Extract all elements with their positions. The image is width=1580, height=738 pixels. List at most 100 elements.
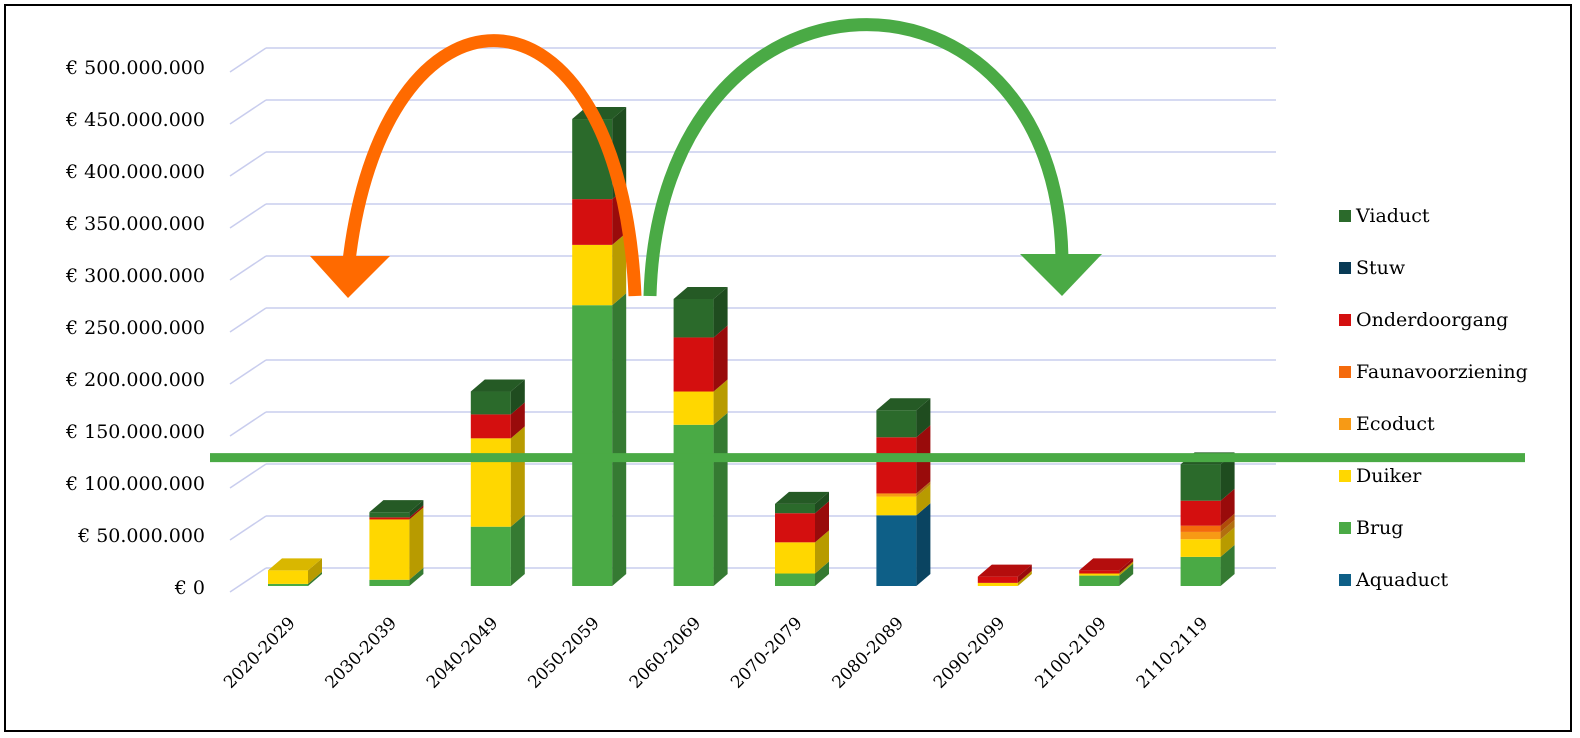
bar-segment	[1180, 531, 1221, 540]
x-tick-label: 2080-2089	[829, 613, 908, 692]
bar-segment-side	[1220, 544, 1235, 586]
x-tick-label: 2040-2049	[423, 613, 502, 692]
bar-segment-side	[815, 530, 829, 574]
gridline-side	[229, 47, 267, 73]
bar-segment-side	[815, 491, 829, 514]
chart-frame	[4, 4, 1572, 732]
gridline-side	[229, 99, 267, 125]
bar-segment-side	[916, 503, 931, 586]
bar-segment	[876, 515, 917, 586]
legend-swatch	[1339, 210, 1351, 222]
legend-swatch	[1339, 470, 1351, 482]
legend-swatch	[1339, 262, 1351, 274]
legend-swatch	[1339, 366, 1351, 378]
gridline-side	[229, 203, 267, 229]
bar-segment-side	[1220, 527, 1235, 557]
bar-top	[673, 286, 728, 299]
legend-swatch	[1339, 522, 1351, 534]
bar-segment	[876, 437, 917, 494]
legend-swatch	[1339, 574, 1351, 586]
bar-segment	[470, 526, 511, 586]
bar-segment	[470, 391, 511, 415]
x-tick-label: 2050-2059	[524, 613, 603, 692]
bar-segment	[1180, 539, 1221, 557]
y-tick-label: € 200.000.000	[65, 369, 205, 391]
y-tick-label: € 50.000.000	[77, 525, 205, 547]
bar-segment-side	[713, 325, 728, 392]
bar-segment	[572, 305, 613, 586]
x-tick-label: 2090-2099	[930, 613, 1009, 692]
bar-segment-side	[916, 484, 931, 516]
gridline-side	[229, 567, 267, 593]
bar-segment	[1180, 464, 1221, 501]
bar-segment-side	[916, 481, 931, 497]
gridline-side	[229, 515, 267, 541]
gridline-side	[229, 307, 267, 333]
x-tick-label: 2060-2069	[626, 613, 705, 692]
y-tick-label: € 500.000.000	[65, 57, 205, 79]
bar-segment-side	[713, 412, 728, 586]
bar-segment-side	[409, 567, 424, 586]
bar-top	[775, 491, 829, 504]
bar-segment-side	[308, 558, 322, 584]
bar-segment	[369, 579, 410, 586]
gridline-side	[229, 463, 267, 489]
legend-label: Viaduct	[1355, 205, 1430, 227]
bar-segment	[775, 542, 815, 574]
bar-segment	[369, 519, 410, 580]
x-tick-label: 2020-2029	[220, 613, 299, 692]
bar-segment-side	[510, 402, 525, 439]
bar-segment	[775, 573, 815, 586]
y-tick-label: € 350.000.000	[65, 213, 205, 235]
bar-top	[876, 398, 931, 411]
bar-segment	[775, 513, 815, 543]
bar-top	[268, 558, 322, 571]
bar-segment-side	[510, 379, 525, 415]
legend-label: Aquaduct	[1355, 569, 1448, 591]
bar-segment-side	[815, 501, 829, 543]
bar-segment	[876, 493, 917, 497]
x-tick-label: 2070-2079	[727, 613, 806, 692]
bar-segment-side	[409, 505, 424, 520]
bar-segment-side	[308, 571, 322, 586]
bar-segment	[1180, 556, 1221, 586]
bar-segment	[673, 391, 714, 425]
bar-segment	[673, 337, 714, 392]
bar-segment	[268, 570, 308, 584]
bar-segment	[977, 582, 1018, 586]
bar-segment	[470, 438, 511, 527]
legend-label: Duiker	[1356, 465, 1422, 487]
bar-segment	[876, 496, 917, 516]
y-tick-label: € 250.000.000	[65, 317, 205, 339]
legend-label: Brug	[1356, 517, 1403, 539]
gridline-side	[229, 411, 267, 437]
bar-top	[369, 500, 424, 513]
curved-arrow-left	[341, 34, 642, 297]
bar-segment-side	[1220, 513, 1235, 532]
arrowhead-left	[310, 256, 390, 298]
bar-segment-side	[713, 286, 728, 338]
bar-segment-side	[612, 232, 627, 306]
legend-swatch	[1339, 314, 1351, 326]
y-tick-label: € 400.000.000	[65, 161, 205, 183]
bar-segment-side	[510, 514, 525, 586]
bar-segment	[1180, 525, 1221, 532]
legend-label: Stuw	[1356, 257, 1406, 279]
gridline-side	[229, 151, 267, 177]
bar-segment-side	[713, 379, 728, 425]
bar-segment	[572, 244, 613, 306]
y-tick-label: € 150.000.000	[65, 421, 205, 443]
gridline-side	[229, 359, 267, 385]
bar-segment	[673, 298, 714, 338]
bar-segment-side	[1220, 519, 1235, 540]
y-tick-label: € 450.000.000	[65, 109, 205, 131]
bar-segment-side	[409, 500, 424, 518]
bar-segment	[369, 517, 410, 520]
bar-segment-side	[409, 507, 424, 580]
bar-segment	[572, 199, 613, 245]
bar-segment-side	[916, 398, 931, 438]
bar-segment	[1079, 573, 1120, 576]
bar-segment	[1079, 575, 1120, 586]
bar-segment-side	[1119, 561, 1134, 576]
bar-segment-side	[1119, 558, 1134, 574]
